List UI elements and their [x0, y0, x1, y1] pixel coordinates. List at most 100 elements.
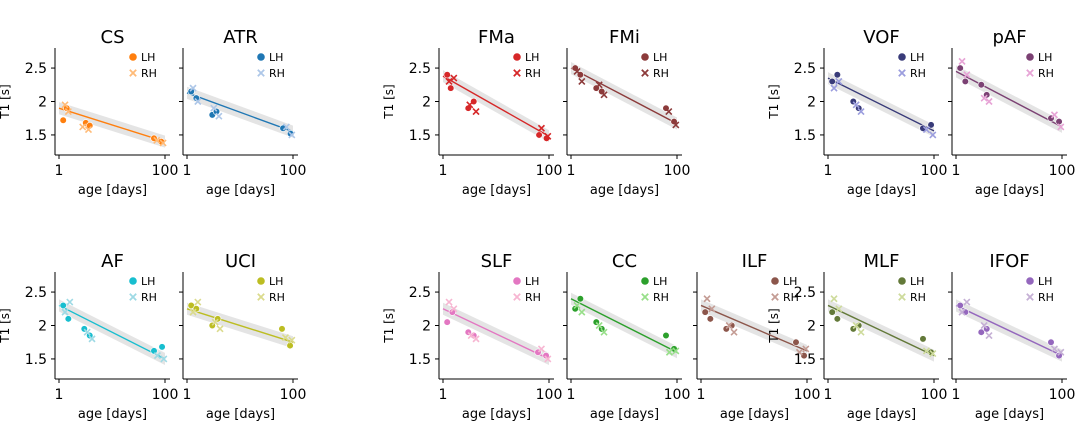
lh-point — [919, 124, 927, 132]
rh-point — [472, 107, 480, 116]
rh-point — [672, 121, 680, 129]
lh-point — [1055, 351, 1063, 360]
y-tick-label: 2 — [422, 319, 431, 335]
rh-point — [958, 308, 966, 316]
x-axis-label: age [days] — [78, 183, 147, 198]
y-tick-label: 2.5 — [25, 285, 47, 301]
rh-point — [288, 131, 296, 139]
y-tick-label: 2 — [807, 95, 816, 111]
lh-point — [192, 94, 200, 102]
legend-marker-lh — [898, 53, 906, 61]
y-tick-label: 2 — [422, 95, 431, 111]
lh-point — [278, 325, 286, 333]
rh-point — [963, 298, 971, 306]
y-tick-label: 2.5 — [409, 61, 431, 77]
rh-point — [194, 298, 202, 306]
panel-af: 1 100 1.5 2 2.5 T1 [s] age [days] AF LH RH — [0, 251, 178, 422]
lh-point — [63, 104, 71, 112]
y-axis-label: T1 [s] — [0, 308, 12, 343]
legend-label-rh: RH — [141, 67, 157, 80]
rh-point — [466, 101, 474, 109]
rh-point — [1057, 348, 1065, 356]
y-tick-label: 1.5 — [409, 352, 431, 368]
rh-point — [922, 126, 931, 134]
panel-title: ATR — [223, 27, 257, 48]
rh-point — [852, 321, 860, 330]
x-tick-label: 1 — [567, 163, 576, 179]
y-axis-label: T1 [s] — [0, 84, 12, 119]
legend-marker-lh — [129, 53, 137, 61]
lh-point — [706, 315, 714, 323]
y-tick-label: 2.5 — [794, 61, 816, 77]
panel-atr: 1 100 age [days] ATR LH RH — [179, 27, 306, 198]
legend-label-lh: LH — [910, 51, 924, 64]
x-tick-label: 100 — [664, 387, 691, 403]
rh-point — [578, 77, 586, 86]
rh-point — [708, 305, 716, 313]
x-tick-label: 1 — [952, 387, 961, 403]
panel-slf: 1 100 1.5 2 2.5 T1 [s] age [days] SLF LH RH — [382, 251, 562, 422]
legend-marker-lh — [1026, 53, 1034, 61]
rh-point — [802, 345, 810, 353]
y-tick-label: 2.5 — [409, 285, 431, 301]
y-tick-label: 1.5 — [25, 352, 47, 368]
rh-point — [194, 97, 202, 106]
lh-point — [150, 347, 158, 355]
rh-point — [189, 308, 197, 316]
fit-line — [442, 75, 550, 137]
panel-title: SLF — [481, 251, 513, 272]
legend-marker-rh — [513, 69, 521, 77]
rh-point — [216, 325, 224, 333]
rh-point — [210, 104, 218, 112]
lh-point — [977, 81, 985, 89]
rh-point — [985, 331, 993, 340]
legend-marker-rh — [129, 69, 137, 77]
rh-point — [83, 328, 91, 336]
x-axis-label: age [days] — [847, 407, 916, 422]
fit-line — [700, 304, 808, 352]
lh-point — [535, 131, 543, 139]
legend-marker-rh — [641, 69, 649, 77]
legend-marker-lh — [513, 277, 521, 285]
rh-point — [211, 318, 219, 326]
panel-fmi: 1 100 age [days] FMi LH RH — [563, 27, 690, 198]
x-axis-label: age [days] — [462, 407, 531, 422]
rh-point — [61, 101, 69, 109]
x-tick-label: 1 — [55, 163, 64, 179]
lh-point — [59, 116, 67, 124]
rh-point — [64, 107, 72, 116]
x-tick-label: 1 — [183, 387, 192, 403]
rh-point — [61, 308, 69, 316]
rh-point — [980, 94, 988, 102]
legend-label-lh: LH — [141, 275, 155, 288]
fit-line — [827, 77, 935, 132]
lh-point — [187, 87, 195, 96]
rh-point — [450, 305, 458, 313]
rh-point — [537, 124, 546, 132]
x-tick-label: 1 — [952, 163, 961, 179]
x-axis-label: age [days] — [590, 407, 659, 422]
x-tick-label: 100 — [280, 387, 307, 403]
rh-point — [160, 355, 168, 363]
lh-point — [833, 71, 841, 79]
legend-marker-rh — [898, 293, 906, 301]
x-tick-label: 100 — [536, 163, 563, 179]
legend-label-lh: LH — [269, 51, 283, 64]
rh-point — [153, 136, 161, 144]
rh-point — [578, 308, 586, 316]
rh-point — [215, 112, 223, 120]
x-tick-label: 100 — [280, 163, 307, 179]
lh-point — [571, 64, 579, 72]
legend-marker-rh — [641, 293, 649, 301]
panel-title: VOF — [863, 27, 900, 48]
legend-label-rh: RH — [1038, 291, 1054, 304]
x-tick-label: 100 — [664, 163, 691, 179]
rh-point — [445, 298, 453, 306]
rh-point — [980, 321, 988, 330]
lh-point — [961, 77, 969, 86]
lh-point — [542, 351, 550, 360]
lh-point — [1047, 338, 1055, 346]
panel-title: IFOF — [989, 251, 1029, 272]
rh-point — [665, 348, 674, 356]
